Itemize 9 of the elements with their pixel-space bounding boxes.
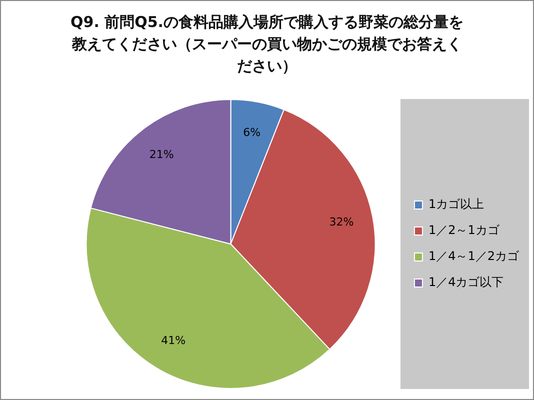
legend-label: 1／2～1カゴ (428, 223, 500, 238)
data-label: 6% (243, 126, 261, 140)
data-label: 32% (329, 216, 354, 229)
chart-title: Q9. 前問Q5.の食料品購入場所で購入する野菜の総分量を教えてください（スーパーの買い物かごの規模でお答えください） (70, 12, 464, 77)
legend-label: 1／4カゴ以下 (428, 275, 504, 290)
data-label: 21% (149, 148, 174, 161)
legend-label: 1／4～1／2カゴ (428, 249, 520, 264)
data-label: 41% (161, 334, 186, 347)
legend-label: 1カゴ以上 (428, 197, 484, 212)
